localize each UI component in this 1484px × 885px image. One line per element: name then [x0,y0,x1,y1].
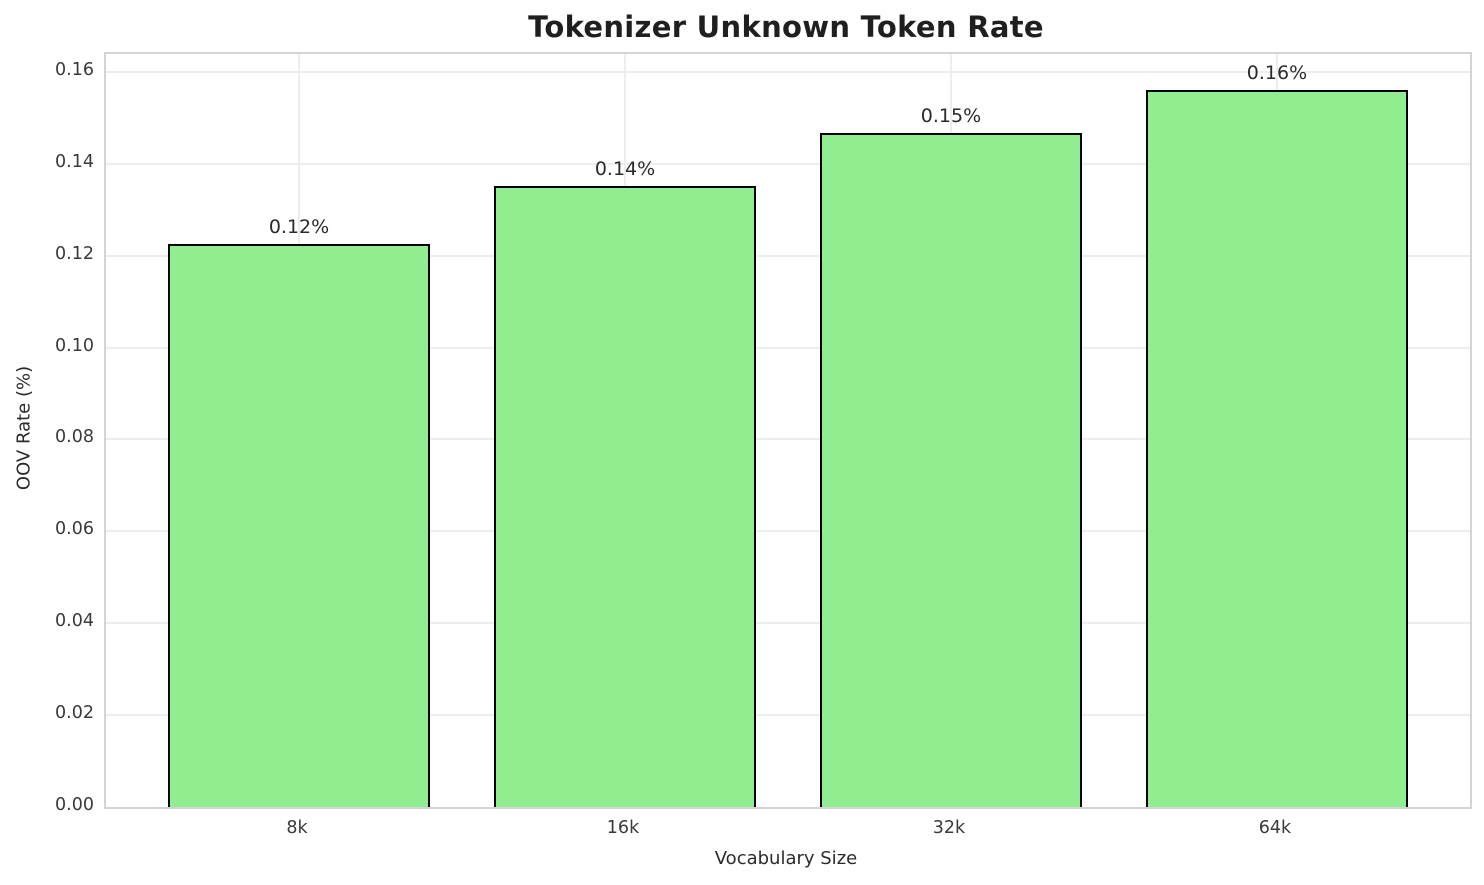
y-tick-label: 0.12 [55,243,94,264]
bar-8k [167,243,431,807]
gridline-horizontal [106,346,1470,349]
x-tick-label-8k: 8k [286,818,308,838]
bar-value-label: 0.15% [920,105,982,128]
bar-value-label: 0.12% [268,215,330,238]
x-axis-label: Vocabulary Size [714,848,858,869]
bar-32k [819,133,1083,807]
x-tick-label-16k: 16k [606,818,640,838]
x-tick-label-32k: 32k [932,818,966,838]
y-axis-label: OOV Rate (%) [13,365,35,491]
chart-title: Tokenizer Unknown Token Rate [528,10,1044,44]
gridline-horizontal [106,438,1470,441]
bar-value-label: 0.16% [1246,62,1308,85]
gridline-horizontal [106,622,1470,625]
plot-area: 0.12% 0.14% 0.15% 0.16% [104,52,1472,809]
y-tick-label: 0.00 [55,795,94,815]
x-tick-label-64k: 64k [1258,818,1292,838]
y-tick-label: 0.14 [55,151,94,172]
y-tick-label: 0.10 [55,335,94,356]
y-tick-label: 0.04 [55,611,94,632]
bar-value-label: 0.14% [594,158,656,181]
gridline-horizontal [106,530,1470,533]
bar-64k [1145,90,1409,807]
y-tick-label: 0.06 [55,519,94,540]
gridline-horizontal [106,70,1470,73]
gridline-horizontal [106,162,1470,165]
gridline-horizontal [106,254,1470,257]
y-tick-label: 0.02 [55,703,94,724]
y-tick-label: 0.16 [55,59,94,80]
y-tick-label: 0.08 [55,427,94,448]
bar-16k [493,186,757,807]
gridline-horizontal [106,714,1470,717]
